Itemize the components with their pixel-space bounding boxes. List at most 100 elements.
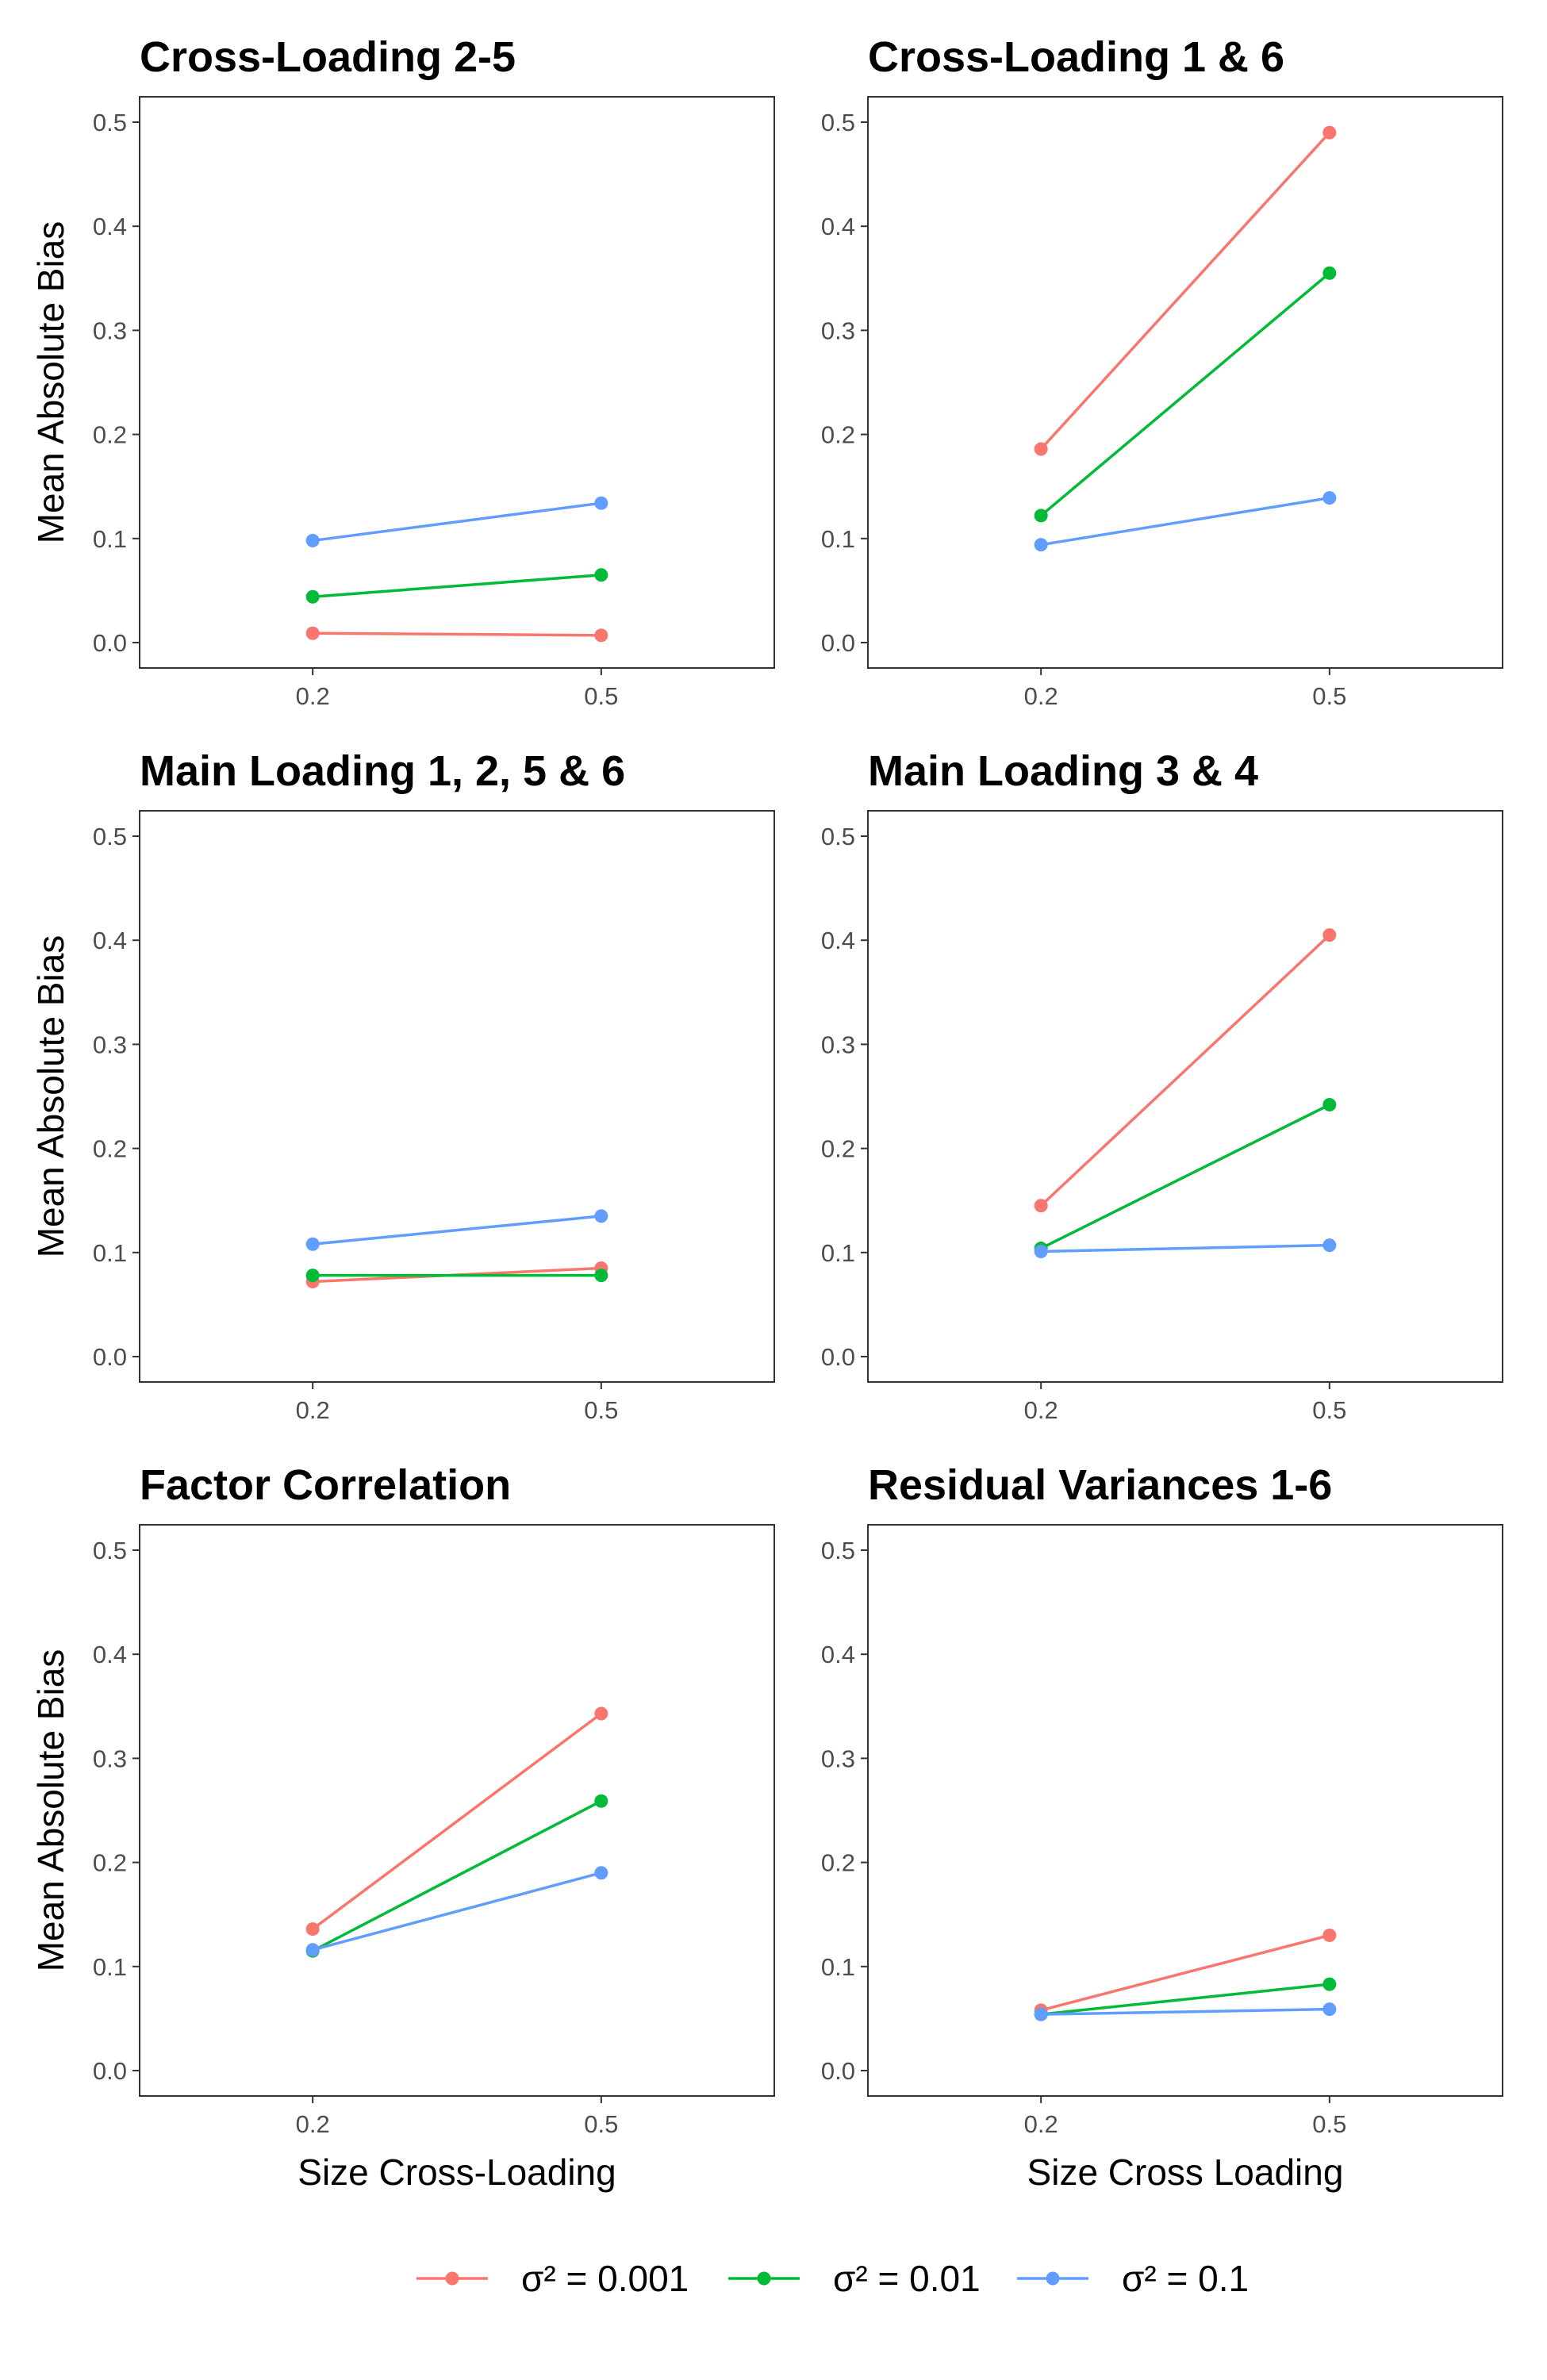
y-tick-label: 0.3 <box>821 1745 855 1772</box>
series-3 <box>305 1866 608 1957</box>
x-tick-label: 0.2 <box>1024 2110 1058 2138</box>
y-tick-label: 0.1 <box>93 1239 127 1267</box>
data-point <box>594 1866 608 1880</box>
series-1 <box>1034 1928 1337 2017</box>
series-line <box>1040 271 1330 517</box>
series-3 <box>1034 2002 1337 2021</box>
data-point <box>1034 509 1048 523</box>
legend-key-point <box>757 2271 771 2286</box>
x-tick-label: 0.2 <box>296 1396 330 1424</box>
y-tick-label: 0.0 <box>93 629 127 657</box>
data-point <box>305 589 320 604</box>
x-axis-title: Size Cross Loading <box>1027 2152 1344 2193</box>
panel-frame <box>867 96 1503 669</box>
data-point <box>1322 1928 1337 1942</box>
y-tick-label: 0.1 <box>93 525 127 553</box>
series-2 <box>1034 1097 1337 1256</box>
panel-title: Residual Variances 1-6 <box>868 1461 1332 1509</box>
y-tick-label: 0.4 <box>821 1641 855 1668</box>
x-tick-label: 0.2 <box>296 682 330 710</box>
y-tick-label: 0.1 <box>821 525 855 553</box>
y-tick-label: 0.4 <box>93 213 127 240</box>
panel-title: Main Loading 1, 2, 5 & 6 <box>140 747 625 795</box>
y-tick-label: 0.0 <box>821 1343 855 1371</box>
series-line <box>1040 496 1330 547</box>
series-1 <box>1034 928 1337 1213</box>
x-tick-label: 0.5 <box>584 2110 618 2138</box>
series-1 <box>1034 125 1337 456</box>
data-point <box>1034 1199 1048 1213</box>
data-point <box>594 1209 608 1223</box>
panel-frame <box>139 1524 775 2097</box>
data-point <box>594 628 608 643</box>
y-tick-label: 0.4 <box>93 1641 127 1668</box>
x-tick-label: 0.2 <box>1024 1396 1058 1424</box>
series-3 <box>305 496 608 547</box>
series-line <box>1040 1103 1330 1250</box>
data-point <box>1322 1238 1337 1253</box>
y-tick-label: 0.5 <box>93 823 127 850</box>
y-tick-label: 0.5 <box>821 823 855 850</box>
y-axis-title: Mean Absolute Bias <box>30 1649 71 1972</box>
series-2 <box>305 1269 608 1283</box>
series-3 <box>305 1209 608 1251</box>
y-tick-label: 0.5 <box>93 1537 127 1564</box>
y-tick-label: 0.0 <box>93 1343 127 1371</box>
series-line <box>312 501 602 543</box>
y-tick-label: 0.4 <box>821 213 855 240</box>
y-tick-label: 0.4 <box>93 927 127 954</box>
y-tick-label: 0.1 <box>821 1239 855 1267</box>
data-point <box>1034 442 1048 456</box>
data-point <box>594 1794 608 1808</box>
series-line <box>312 1799 602 1952</box>
y-tick-label: 0.0 <box>93 2057 127 2085</box>
legend-item: σ² = 0.001 <box>416 2258 689 2299</box>
y-axis-title: Mean Absolute Bias <box>30 221 71 544</box>
y-tick-label: 0.2 <box>821 421 855 449</box>
x-tick-label: 0.5 <box>584 1396 618 1424</box>
x-tick-label: 0.5 <box>1312 1396 1346 1424</box>
series-line <box>312 1712 602 1930</box>
y-tick-label: 0.3 <box>821 1031 855 1058</box>
series-line <box>1039 934 1331 1207</box>
panel-title: Cross-Loading 2-5 <box>140 33 516 81</box>
panel-4: Main Loading 3 & 4 0.0 0.1 0.2 0.3 0.4 0.5 0.2 0… <box>821 747 1503 1424</box>
data-point <box>1034 2007 1048 2021</box>
series-line <box>1040 1933 1330 2012</box>
y-tick-label: 0.2 <box>821 1849 855 1877</box>
series-line <box>1041 2007 1330 2016</box>
x-tick-label: 0.5 <box>1312 682 1346 710</box>
y-tick-label: 0.2 <box>93 1849 127 1877</box>
panel-1: Cross-Loading 2-5 0.0 0.1 0.2 0.3 0.4 0.5 0.2 0.… <box>30 33 775 710</box>
y-tick-label: 0.5 <box>93 109 127 136</box>
data-point <box>305 1269 320 1283</box>
data-point <box>305 626 320 640</box>
x-tick-label: 0.2 <box>1024 682 1058 710</box>
data-point <box>1034 538 1048 552</box>
x-tick-label: 0.5 <box>584 682 618 710</box>
data-point <box>305 533 320 547</box>
x-tick-label: 0.2 <box>296 2110 330 2138</box>
x-tick-label: 0.5 <box>1312 2110 1346 2138</box>
data-point <box>1322 491 1337 505</box>
panel-frame <box>139 810 775 1383</box>
panel-title: Main Loading 3 & 4 <box>868 747 1258 795</box>
legend-key-point <box>1046 2271 1060 2286</box>
data-point <box>305 1922 320 1937</box>
series-2 <box>305 568 608 604</box>
y-tick-label: 0.3 <box>93 1031 127 1058</box>
y-tick-label: 0.4 <box>821 927 855 954</box>
series-2 <box>305 1794 608 1958</box>
data-point <box>1322 2002 1337 2017</box>
data-point <box>594 1706 608 1721</box>
y-tick-label: 0.3 <box>821 317 855 344</box>
data-point <box>1322 928 1337 942</box>
series-1 <box>305 1706 608 1937</box>
legend-key-point <box>445 2271 459 2286</box>
panel-3: Main Loading 1, 2, 5 & 6 0.0 0.1 0.2 0.3 0.4 0… <box>30 747 775 1424</box>
series-1 <box>305 626 608 643</box>
data-point <box>1322 1977 1337 1991</box>
legend-item: σ² = 0.01 <box>728 2258 981 2299</box>
y-tick-label: 0.3 <box>93 1745 127 1772</box>
